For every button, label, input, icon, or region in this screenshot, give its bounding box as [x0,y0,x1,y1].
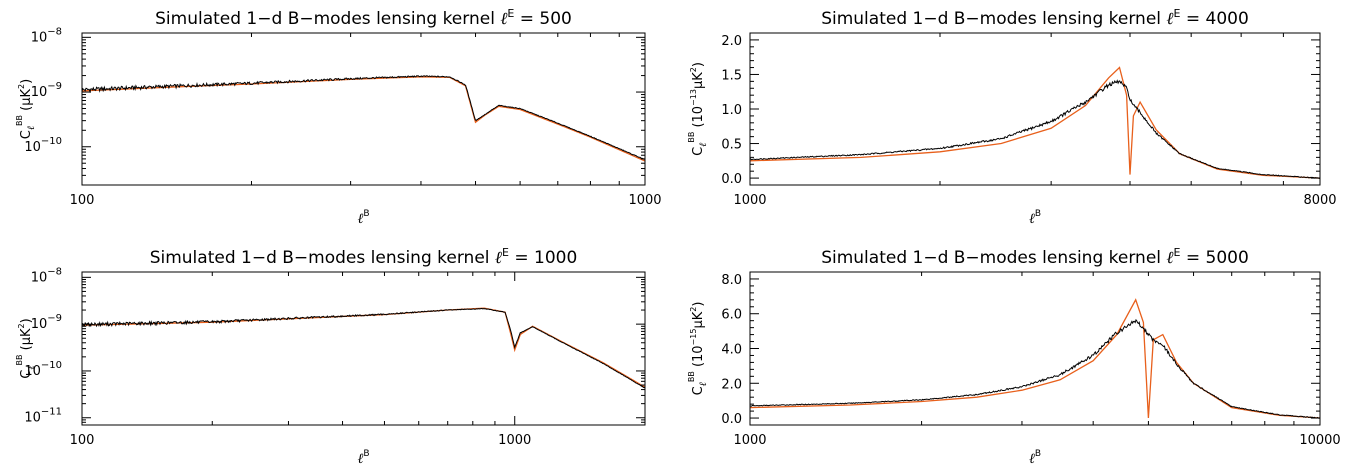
y-tick-label: 1.0 [721,103,742,118]
x-tick-label: 1000 [628,193,661,208]
y-tick-label: 10−10 [24,136,62,155]
chart-title: Simulated 1−d B−modes lensing kernel ℓE … [821,246,1249,268]
x-axis-label: ℓB [1029,449,1041,467]
y-tick-label: 6.0 [721,308,742,323]
theory-curve [82,76,645,162]
y-tick-label: 10−10 [24,360,62,379]
y-tick-label: 0.0 [721,172,742,187]
simulated-curve [82,75,645,160]
x-tick-label: 100 [70,193,95,208]
plot-frame [81,32,646,186]
y-tick-label: 10−11 [24,407,62,426]
simulated-curve [82,307,645,389]
x-tick-label: 1000 [733,433,766,448]
plot-frame [81,271,646,426]
theory-curve [750,66,1320,179]
simulated-curve [750,318,1320,419]
x-axis-label: ℓB [357,449,369,467]
x-tick-label: 10000 [1299,433,1340,448]
y-axis-label: CℓBB (10−15μK2) [687,302,709,396]
chart-title: Simulated 1−d B−modes lensing kernel ℓE … [821,7,1249,29]
y-tick-label: 0.5 [721,138,742,153]
y-tick-label: 1.5 [721,68,742,83]
y-axis-label: CℓBB (10−13μK2) [687,62,709,156]
chart-title: Simulated 1−d B−modes lensing kernel ℓE … [155,7,572,29]
theory-curve [750,298,1320,419]
y-axis-label: CℓBB (μK2) [15,79,37,139]
y-tick-label: 0.0 [721,412,742,427]
y-tick-label: 10−8 [31,266,62,285]
y-tick-label: 8.0 [721,273,742,288]
x-tick-label: 8000 [1303,193,1336,208]
plot-frame [749,32,1321,186]
x-axis-label: ℓB [357,209,369,227]
x-tick-label: 1000 [733,193,766,208]
x-axis-label: ℓB [1029,209,1041,227]
theory-curve [82,307,645,388]
y-tick-label: 10−8 [31,26,62,45]
y-tick-label: 2.0 [721,34,742,49]
y-tick-label: 2.0 [721,377,742,392]
plot-frame [749,271,1321,426]
y-tick-label: 4.0 [721,343,742,358]
x-tick-label: 1000 [498,433,531,448]
panel-ell-e-5000: 1000 10000 0.0 2.0 4.0 6.0 8.0 Simulated 1−d B−… [687,246,1341,467]
panel-ell-e-4000: 1000 8000 0.0 0.5 1.0 1.5 2.0 Simulated 1−d B−m… [687,7,1337,227]
x-tick-label: 100 [70,433,95,448]
y-tick-label: 10−9 [31,81,62,100]
panel-ell-e-500: 100 1000 10−10 10−9 10−8 Simulated 1−d B−mode… [15,7,662,227]
y-axis-label: CℓBB (μK2) [15,318,37,378]
panel-ell-e-1000: 100 1000 10−11 10−10 10−9 10−8 Simulated 1−d B… [15,246,646,467]
simulated-curve [750,79,1320,179]
y-tick-label: 10−9 [31,313,62,332]
chart-title: Simulated 1−d B−modes lensing kernel ℓE … [150,246,578,268]
